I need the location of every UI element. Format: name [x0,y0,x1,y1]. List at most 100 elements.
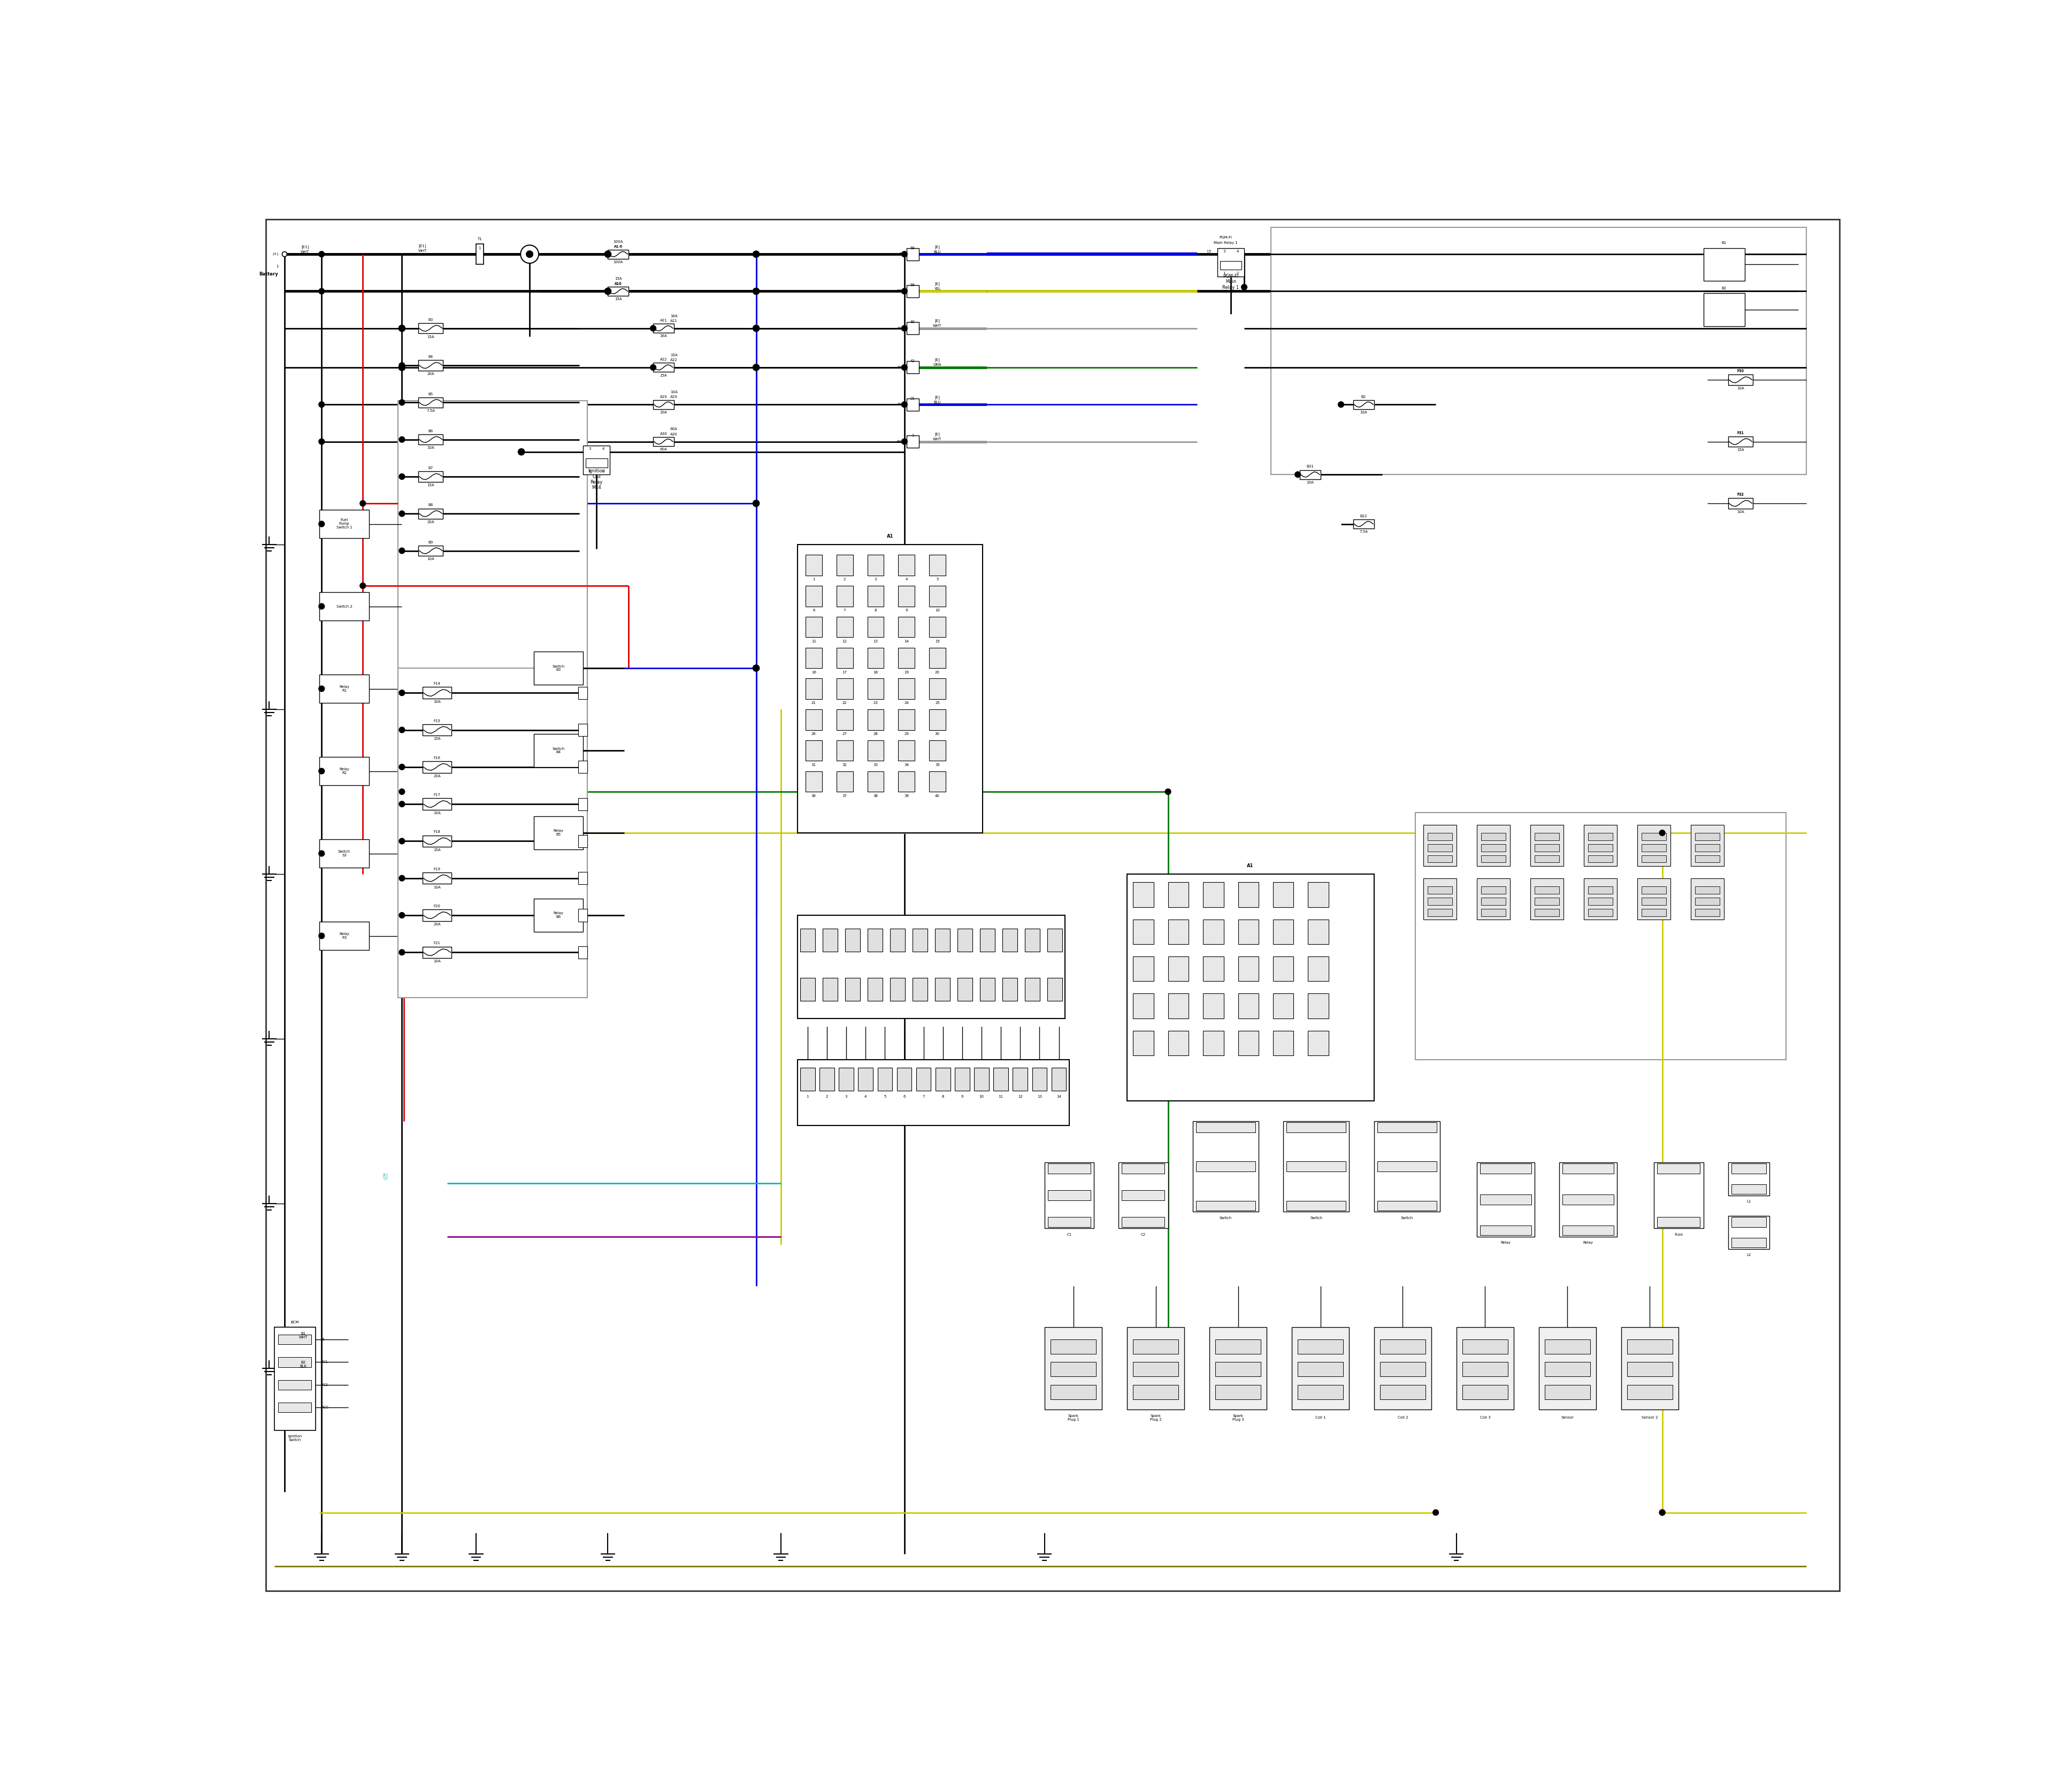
Circle shape [754,251,760,256]
Circle shape [359,582,366,588]
Bar [1134,1362,1179,1376]
Text: 16A: 16A [659,335,668,337]
Circle shape [398,874,405,882]
Bar [1169,882,1189,907]
Circle shape [754,251,760,258]
Circle shape [398,801,405,806]
Text: 15A: 15A [433,849,440,851]
Text: 1: 1 [807,1095,809,1098]
Bar [898,710,914,729]
Text: 26: 26 [811,733,815,737]
Text: L2: L2 [1746,1253,1750,1256]
Bar [867,928,883,952]
Bar [1134,919,1154,944]
Bar [906,362,918,373]
Text: 1: 1 [912,434,914,437]
Text: 10A: 10A [1306,480,1315,484]
Text: B1
WHT: B1 WHT [298,1331,308,1339]
Text: F19: F19 [433,867,440,871]
Bar [1216,1339,1261,1355]
Bar [1641,887,1666,894]
Text: 17: 17 [842,670,846,674]
Bar [477,244,483,265]
Text: F31: F31 [1738,432,1744,435]
Bar [320,591,370,620]
Text: 11: 11 [811,640,815,643]
Text: [E]: [E] [935,246,941,249]
Circle shape [398,839,405,844]
Text: 10A: 10A [433,961,442,962]
Bar [1563,1163,1614,1174]
Text: 15A: 15A [1738,448,1744,452]
Bar [1481,833,1506,840]
Bar [1462,1362,1508,1376]
Text: Switch: Switch [1220,1217,1232,1220]
Circle shape [651,326,655,332]
Bar [1584,824,1616,866]
Bar [1308,919,1329,944]
Text: 23: 23 [873,701,877,704]
Text: Switch
B4: Switch B4 [553,747,565,754]
Bar [836,647,852,668]
Bar [838,1068,854,1091]
Bar [1456,1328,1514,1410]
Bar [1119,1163,1169,1228]
Bar [279,1357,312,1367]
Text: 2: 2 [826,1095,828,1098]
Text: Sensor 2: Sensor 2 [1641,1416,1658,1419]
Bar [419,323,444,333]
Bar [1002,978,1017,1002]
Bar [1563,1226,1614,1235]
Circle shape [754,665,760,672]
Bar [1695,855,1719,862]
Bar [423,835,452,848]
Text: 33: 33 [873,763,877,767]
Circle shape [398,763,405,771]
Circle shape [902,439,908,444]
Text: A1: A1 [887,534,893,539]
Text: 15A: 15A [614,278,622,281]
Bar [928,710,945,729]
Text: Battery: Battery [259,272,279,276]
Bar [1658,1217,1701,1228]
Bar [906,435,918,448]
Text: C1: C1 [1066,1233,1072,1236]
Text: F32: F32 [1738,493,1744,496]
Text: 14: 14 [904,640,908,643]
Bar [836,771,852,792]
Text: 18: 18 [898,290,902,292]
Bar [1050,1339,1097,1355]
Bar [423,946,452,959]
Bar [1013,1068,1027,1091]
Text: 36: 36 [811,794,815,797]
Text: 32: 32 [842,763,846,767]
Bar [653,364,674,373]
Text: Main Relay 1: Main Relay 1 [1214,242,1239,244]
Circle shape [902,326,908,332]
Text: F18: F18 [433,830,440,833]
Bar [1031,1068,1048,1091]
Text: 15A: 15A [614,297,622,301]
Bar [805,740,822,762]
Text: Relay
R3: Relay R3 [339,932,349,939]
Bar [1462,1339,1508,1355]
Text: 5: 5 [937,579,939,581]
Circle shape [318,769,325,774]
Bar [423,797,452,810]
Bar [423,686,452,699]
Text: Switch: Switch [1310,1217,1323,1220]
Bar [867,556,883,575]
Bar [1428,833,1452,840]
Bar [1695,844,1719,851]
Bar [279,1380,312,1391]
Bar [1534,833,1559,840]
Text: B2: B2 [1362,394,1366,398]
Bar [801,928,815,952]
Bar [836,740,852,762]
Bar [653,400,674,409]
Text: 10A: 10A [659,410,668,414]
Text: 100A: 100A [614,240,622,244]
Text: 38: 38 [898,366,902,369]
Bar [1415,812,1785,1059]
Bar [1204,957,1224,982]
